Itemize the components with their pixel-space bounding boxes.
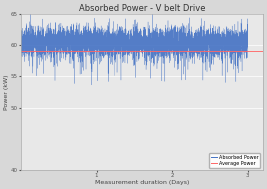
Title: Absorbed Power - V belt Drive: Absorbed Power - V belt Drive <box>79 4 205 13</box>
X-axis label: Measurement duration (Days): Measurement duration (Days) <box>95 180 189 185</box>
Legend: Absorbed Power, Average Power: Absorbed Power, Average Power <box>210 153 260 167</box>
Y-axis label: Power (kW): Power (kW) <box>4 74 9 110</box>
